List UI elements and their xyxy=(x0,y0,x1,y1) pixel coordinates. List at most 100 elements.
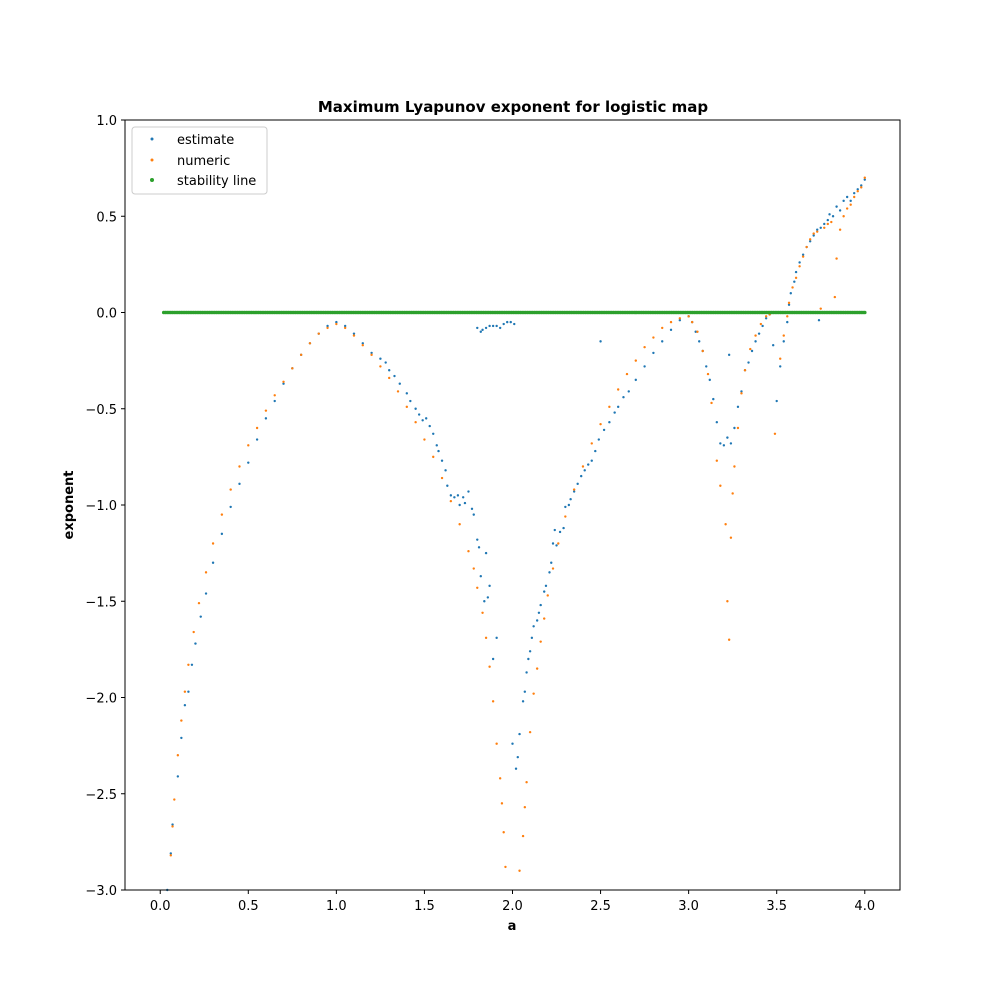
estimate-point xyxy=(551,542,555,545)
estimate-point xyxy=(817,319,821,322)
numeric-point xyxy=(176,754,180,757)
y-tick-label: 1.0 xyxy=(96,114,117,129)
numeric-point xyxy=(458,523,461,526)
estimate-point xyxy=(782,340,785,343)
estimate-point xyxy=(558,530,562,534)
numeric-point xyxy=(539,640,542,643)
numeric-point xyxy=(727,638,731,641)
estimate-point xyxy=(509,320,512,324)
estimate-point xyxy=(488,324,491,328)
estimate-point xyxy=(652,351,655,355)
numeric-point xyxy=(830,220,833,224)
estimate-point xyxy=(171,823,174,826)
numeric-point xyxy=(782,334,785,337)
numeric-point xyxy=(808,238,812,241)
estimate-point xyxy=(453,496,456,499)
estimate-point xyxy=(486,596,490,599)
estimate-point xyxy=(472,513,475,516)
estimate-point xyxy=(816,228,819,231)
estimate-point xyxy=(384,361,387,364)
estimate-point xyxy=(528,650,532,653)
estimate-point xyxy=(764,317,768,320)
estimate-point xyxy=(719,442,722,445)
estimate-point xyxy=(437,449,440,453)
estimate-point xyxy=(498,326,502,330)
y-tick-label: −1.0 xyxy=(85,499,117,514)
estimate-point xyxy=(220,532,224,536)
estimate-point xyxy=(860,184,863,187)
numeric-point xyxy=(229,488,232,491)
numeric-point xyxy=(625,372,629,376)
legend-marker-stability-line xyxy=(150,178,154,182)
numeric-point xyxy=(731,492,734,495)
estimate-point xyxy=(775,399,778,403)
estimate-point xyxy=(446,484,449,487)
estimate-point xyxy=(740,390,743,393)
estimate-point xyxy=(326,324,329,328)
chart-marks xyxy=(161,176,867,892)
estimate-point xyxy=(506,320,509,324)
numeric-point xyxy=(197,601,201,605)
numeric-point xyxy=(849,203,852,206)
x-tick-label: 3.0 xyxy=(678,899,699,914)
estimate-point xyxy=(204,592,208,595)
y-tick-label: −0.5 xyxy=(85,403,117,418)
estimate-point xyxy=(569,498,572,501)
legend-label-stability-line: stability line xyxy=(177,174,256,189)
y-tick-label: −2.5 xyxy=(85,788,117,803)
estimate-point xyxy=(477,546,481,549)
numeric-point xyxy=(608,405,611,409)
numeric-point xyxy=(361,344,364,347)
numeric-point xyxy=(779,357,782,360)
estimate-point xyxy=(282,382,285,385)
estimate-point xyxy=(572,490,576,493)
numeric-point xyxy=(669,320,673,324)
numeric-point xyxy=(696,330,699,333)
estimate-point xyxy=(532,625,535,628)
estimate-point xyxy=(388,369,391,372)
numeric-point xyxy=(791,286,794,289)
estimate-point xyxy=(845,195,849,199)
numeric-point xyxy=(169,854,172,857)
numeric-point xyxy=(335,322,338,326)
estimate-point xyxy=(553,528,556,532)
estimate-point xyxy=(801,253,805,256)
numeric-point xyxy=(502,831,505,834)
numeric-point xyxy=(634,359,637,362)
chart-title: Maximum Lyapunov exponent for logistic m… xyxy=(318,98,709,116)
numeric-point xyxy=(701,349,704,353)
estimate-point xyxy=(523,690,527,693)
estimate-point xyxy=(414,407,417,410)
numeric-point xyxy=(491,700,495,703)
estimate-point xyxy=(484,551,488,555)
legend-box xyxy=(131,126,268,195)
numeric-point xyxy=(440,476,444,480)
estimate-point xyxy=(409,399,412,403)
estimate-point xyxy=(694,330,697,333)
estimate-point xyxy=(579,474,583,478)
numeric-point xyxy=(740,392,743,395)
numeric-point xyxy=(729,536,733,539)
numeric-point xyxy=(414,421,417,424)
numeric-point xyxy=(798,265,801,268)
estimate-point xyxy=(456,494,460,497)
estimate-point xyxy=(264,417,268,420)
estimate-point xyxy=(513,322,516,326)
numeric-point xyxy=(546,594,549,597)
estimate-point xyxy=(555,544,558,547)
estimate-point xyxy=(479,575,482,578)
estimate-point xyxy=(495,636,498,640)
numeric-point xyxy=(572,488,576,491)
estimate-point xyxy=(590,459,593,462)
numeric-point xyxy=(838,228,842,231)
estimate-point xyxy=(229,505,232,509)
estimate-point xyxy=(826,218,829,222)
numeric-point xyxy=(643,345,646,349)
numeric-point xyxy=(678,317,682,320)
estimate-point xyxy=(819,226,822,229)
estimate-point xyxy=(779,365,782,368)
x-tick-label: 2.5 xyxy=(590,899,611,914)
estimate-point xyxy=(525,671,528,674)
estimate-point xyxy=(712,397,715,401)
estimate-point xyxy=(421,419,424,422)
